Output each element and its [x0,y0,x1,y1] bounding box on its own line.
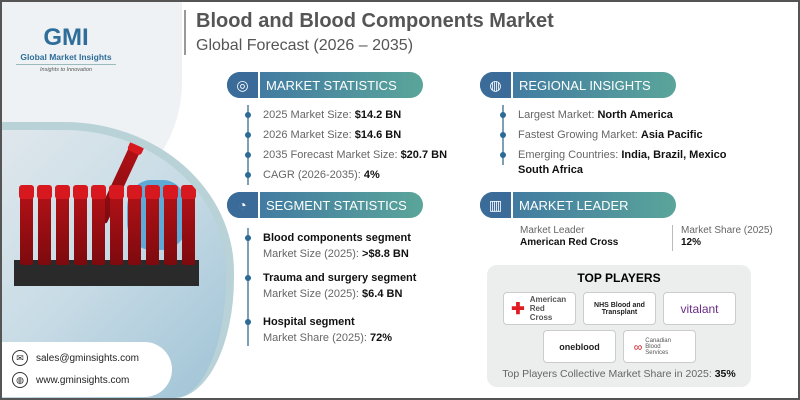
market-statistics-list: 2025 Market Size: $14.2 BN 2026 Market S… [244,105,447,185]
segment-item: Trauma and surgery segment Market Size (2… [244,272,417,300]
regional-insights-header: ◍ REGIONAL INSIGHTS [480,72,676,98]
website-link[interactable]: www.gminsights.com [36,374,130,386]
email-icon: ✉ [12,350,28,366]
market-leader-header: ▥ MARKET LEADER [480,192,676,218]
segment-chart-icon: ◔ [227,192,260,218]
market-leader-share: Market Share (2025) 12% [672,225,773,251]
region-row: Emerging Countries: India, Brazil, Mexic… [499,145,726,165]
bar-chart-icon: ▥ [480,192,513,218]
market-leader-name: Market Leader American Red Cross [520,225,619,248]
stat-row: 2035 Forecast Market Size: $20.7 BN [244,145,447,165]
globe-icon: ◍ [480,72,513,98]
region-row: Largest Market: North America [499,105,726,125]
title-block: Blood and Blood Components Market Global… [184,10,554,55]
top-players-panel: TOP PLAYERS ✚ American Red Cross NHS Bloo… [487,265,751,387]
contact-panel: ✉ sales@gminsights.com ◍ www.gminsights.co… [2,342,172,397]
vitalant-logo: vitalant [663,292,736,325]
segment-statistics-list: Blood components segment Market Size (202… [244,228,417,346]
segment-statistics-header: ◔ SEGMENT STATISTICS [227,192,423,218]
website-contact[interactable]: ◍ www.gminsights.com [12,370,172,390]
top-players-title: TOP PLAYERS [577,271,661,285]
email-link[interactable]: sales@gminsights.com [36,352,139,364]
globe-icon: ◍ [12,372,28,388]
market-statistics-header: ◎ MARKET STATISTICS [227,72,423,98]
nhs-logo: NHS Blood and Transplant [583,292,656,325]
gmi-logo: GMI Global Market Insights Insights to I… [16,24,116,73]
stat-row: 2025 Market Size: $14.2 BN [244,105,447,125]
segment-item: Blood components segment Market Size (202… [244,230,416,262]
emerging-countries-continued: South Africa [518,164,583,176]
top-players-share: Top Players Collective Market Share in 2… [502,368,736,380]
regional-insights-list: Largest Market: North America Fastest Gr… [499,105,726,165]
canadian-blood-services-logo: ∞ Canadian Blood Services [623,330,696,363]
region-row: Fastest Growing Market: Asia Pacific [499,125,726,145]
oneblood-logo: oneblood [543,330,616,363]
segment-item: Hospital segment Market Share (2025): 72% [244,314,416,346]
american-red-cross-logo: ✚ American Red Cross [503,292,576,325]
email-contact[interactable]: ✉ sales@gminsights.com [12,348,172,368]
stat-row: 2026 Market Size: $14.6 BN [244,125,447,145]
globe-chart-icon: ◎ [227,72,260,98]
page-title: Blood and Blood Components Market [196,10,554,32]
page-subtitle: Global Forecast (2026 – 2035) [196,37,414,54]
stat-row: CAGR (2026-2035): 4% [244,165,447,185]
